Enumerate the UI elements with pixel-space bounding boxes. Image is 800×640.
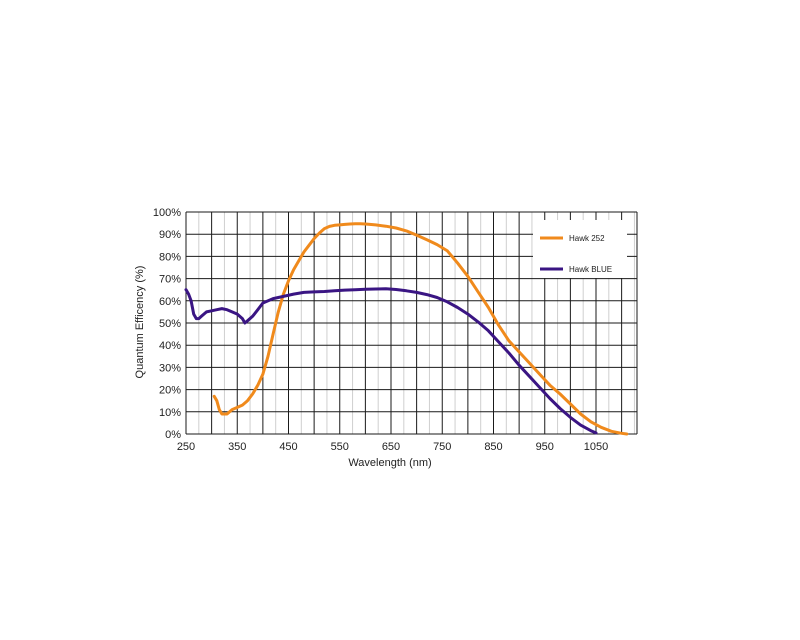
- y-tick-label: 30%: [159, 362, 181, 374]
- x-tick-label: 1050: [584, 441, 608, 453]
- x-axis-title: Wavelength (nm): [348, 457, 431, 469]
- x-tick-label: 950: [536, 441, 554, 453]
- x-tick-label: 550: [331, 441, 349, 453]
- y-tick-label: 50%: [159, 318, 181, 330]
- legend-label: Hawk 252: [569, 234, 605, 243]
- x-tick-label: 250: [177, 441, 195, 453]
- series-lines: [184, 222, 629, 436]
- legend: Hawk 252 Hawk BLUE: [533, 220, 627, 278]
- y-tick-label: 100%: [153, 207, 181, 219]
- x-tick-label: 650: [382, 441, 400, 453]
- y-tick-label: 40%: [159, 340, 181, 352]
- y-tick-label: 10%: [159, 407, 181, 419]
- y-tick-label: 0%: [165, 429, 181, 441]
- series-line-1: [184, 287, 598, 435]
- y-tick-label: 70%: [159, 274, 181, 286]
- legend-label: Hawk BLUE: [569, 265, 612, 274]
- x-tick-label: 750: [433, 441, 451, 453]
- series-line-0: [212, 222, 629, 436]
- tick-labels: 250 350 450 550 650 750 850 950 1050 0% 10% 20% 30% 4…: [153, 207, 608, 453]
- x-tick-label: 850: [484, 441, 502, 453]
- y-tick-label: 20%: [159, 385, 181, 397]
- y-axis-title: Quantum Efficency (%): [134, 266, 146, 379]
- y-tick-label: 60%: [159, 296, 181, 308]
- y-tick-label: 90%: [159, 229, 181, 241]
- x-tick-label: 350: [228, 441, 246, 453]
- x-tick-label: 450: [279, 441, 297, 453]
- y-tick-label: 80%: [159, 251, 181, 263]
